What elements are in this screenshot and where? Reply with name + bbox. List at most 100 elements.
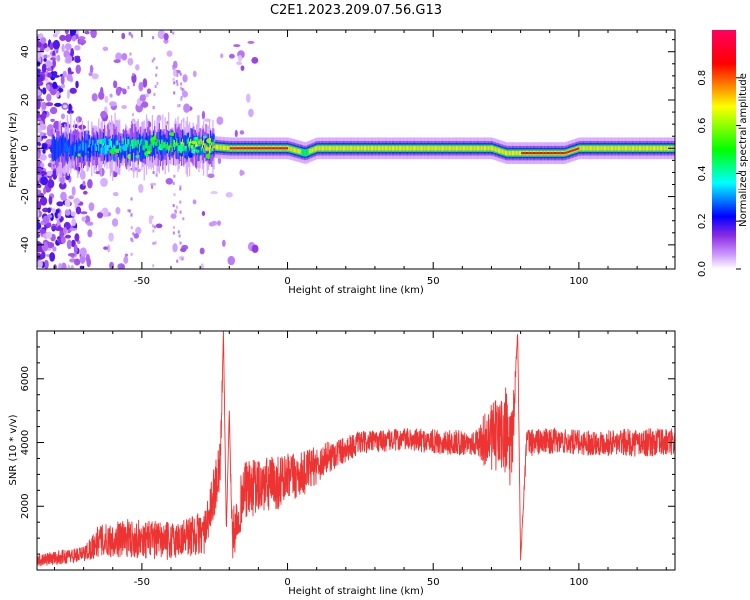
spectrogram-ridge-cell — [177, 133, 179, 152]
spectrogram-ridge-cell — [224, 145, 226, 151]
spectrogram-speckle — [201, 211, 206, 216]
spectrogram-speckle — [115, 52, 123, 61]
spectrogram-ridge-cell — [173, 141, 176, 151]
spectrogram-ridge-cell — [563, 152, 565, 155]
spectrogram-ridge-cell — [161, 139, 163, 149]
spectrogram-speckle — [73, 197, 81, 205]
spectrogram-heatmap — [37, 30, 675, 269]
spectrogram-speckle — [75, 206, 82, 215]
spectrogram-ridge-cell — [469, 146, 472, 151]
spectrogram-ridge-cell — [171, 129, 173, 157]
spectrogram-ridge-cell — [190, 139, 192, 148]
snr-y-tick-label: 6000 — [20, 366, 31, 391]
spectrogram-ridge-cell — [495, 147, 497, 152]
spectrogram-ridge-cell — [131, 139, 134, 150]
spectrogram-ridge-cell — [126, 134, 128, 152]
spectrogram-ridge-cell — [227, 145, 229, 151]
spectrogram-ridge-cell — [468, 146, 470, 151]
spectrogram-ridge-cell — [499, 148, 501, 153]
spectrogram-speckle — [64, 34, 72, 43]
spectrogram-ridge-cell — [549, 152, 551, 155]
spectrogram-ridge-cell — [268, 147, 270, 150]
spectrogram-ridge-cell — [482, 146, 484, 151]
spectrogram-speckle — [38, 81, 44, 86]
spectrogram-ridge-cell — [529, 152, 531, 155]
spectrogram-ridge-cell — [600, 146, 602, 151]
spectrogram-speckle — [46, 67, 52, 72]
spectrogram-speckle — [42, 87, 47, 95]
spectrogram-speckle — [43, 57, 47, 62]
spectrogram-speckle — [109, 101, 117, 107]
spectrogram-ridge-cell — [198, 140, 200, 144]
spectrogram-ridge-cell — [245, 147, 247, 150]
spectrogram-ridge-cell — [520, 150, 522, 156]
spectrogram-ridge-cell — [57, 142, 59, 158]
spectrogram-ridge-cell — [299, 149, 301, 154]
spectrogram-ridge-cell — [105, 143, 107, 154]
spectrogram-ridge-cell — [154, 139, 156, 145]
spectrogram-ridge-cell — [173, 139, 176, 145]
spectrogram-ridge-cell — [652, 146, 655, 151]
spectrogram-ridge-cell — [503, 150, 505, 155]
spectrogram-speckle — [233, 44, 241, 48]
spectrogram-ridge-cell — [386, 146, 388, 151]
spectrogram-ridge-cell — [276, 147, 278, 150]
spectrogram-speckle — [151, 59, 154, 63]
spectrogram-ridge-cell — [232, 147, 234, 150]
spectrogram-ridge-cell — [62, 148, 64, 155]
spectrogram-speckle — [64, 234, 72, 239]
spectrogram-ridge-cell — [247, 147, 249, 150]
spectrogram-speckle — [179, 185, 182, 189]
spectrogram-speckle — [123, 256, 129, 264]
spectrogram-speckle — [175, 80, 178, 84]
spectrogram-speckle — [86, 257, 92, 268]
spectrogram-ridge-cell — [255, 147, 257, 150]
spectrogram-ridge-cell — [264, 147, 267, 150]
spectrogram-ridge-cell — [552, 152, 554, 155]
spectrogram-ridge-cell — [108, 139, 110, 148]
spectrogram-speckle — [115, 86, 122, 96]
spectrogram-ridge-cell — [53, 136, 56, 161]
spectrogram-speckle — [172, 66, 175, 70]
spectrogram-speckle — [86, 221, 94, 226]
spectrogram-ridge-cell — [67, 139, 70, 152]
spectrogram-ridge-cell — [171, 148, 173, 152]
spectrogram-ridge-cell — [121, 143, 123, 159]
spectrogram-ridge-cell — [445, 146, 447, 151]
spectrogram-speckle — [101, 207, 109, 217]
spectrogram-ridge-cell — [158, 139, 160, 150]
spectrogram-ridge-cell — [95, 144, 98, 157]
spectrogram-speckle — [132, 232, 135, 236]
spectrogram-ridge-cell — [637, 146, 639, 151]
spectrogram-speckle — [37, 168, 40, 175]
spectrogram-speckle — [54, 102, 62, 107]
spectrogram-ridge-cell — [390, 146, 392, 151]
spectrogram-ridge-cell — [213, 144, 215, 148]
spectrogram-speckle — [135, 64, 140, 71]
spectrogram-speckle — [71, 218, 76, 227]
spectrogram-ridge-cell — [508, 150, 510, 156]
spectrogram-ridge-cell — [659, 146, 662, 151]
spectrogram-speckle — [152, 229, 155, 233]
spectrogram-ridge-cell — [578, 147, 580, 150]
spectrogram-speckle — [50, 118, 55, 123]
spectrogram-ridge-cell — [424, 146, 426, 151]
spectrogram-speckle — [173, 193, 176, 197]
spectrogram-ridge-cell — [478, 146, 480, 151]
spectrogram-y-tick-label: -20 — [20, 188, 31, 204]
spectrogram-ridge-cell — [402, 146, 404, 151]
spectrogram-ridge-cell — [476, 146, 479, 151]
spectrogram-ridge-cell — [204, 145, 206, 154]
spectrogram-speckle — [220, 53, 224, 59]
spectrogram-ridge-cell — [284, 147, 286, 150]
spectrogram-ridge-cell — [523, 152, 525, 155]
spectrogram-speckle — [173, 81, 176, 85]
spectrogram-ridge-cell — [417, 146, 419, 151]
spectrogram-speckle — [108, 232, 114, 242]
spectrogram-ridge-cell — [518, 150, 521, 156]
spectrogram-ridge-cell — [649, 146, 651, 151]
spectrogram-ridge-cell — [135, 140, 137, 147]
spectrogram-ridge-cell — [286, 147, 289, 150]
spectrogram-speckle — [37, 151, 41, 160]
spectrogram-ridge-cell — [112, 134, 114, 154]
